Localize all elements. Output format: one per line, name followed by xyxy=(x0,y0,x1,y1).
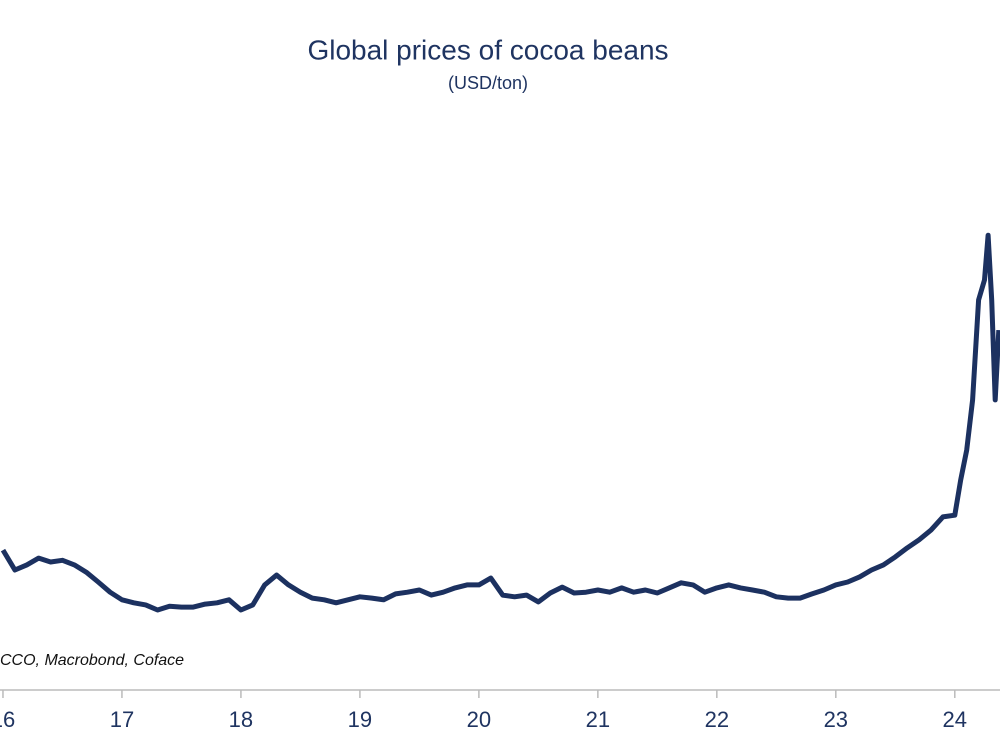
x-tick-label: 18 xyxy=(229,707,253,732)
chart-title: Global prices of cocoa beans xyxy=(307,34,668,65)
x-tick-label: 23 xyxy=(824,707,848,732)
x-tick-label: 19 xyxy=(348,707,372,732)
x-tick-label: 21 xyxy=(586,707,610,732)
price-line xyxy=(0,232,1000,613)
source-note: CCO, Macrobond, Coface xyxy=(0,652,184,669)
x-tick-label: 16 xyxy=(0,707,15,732)
x-tick-label: 24 xyxy=(943,707,967,732)
chart-subtitle: (USD/ton) xyxy=(448,73,528,93)
x-tick-label: 20 xyxy=(467,707,491,732)
x-tick-label: 17 xyxy=(110,707,134,732)
x-tick-label: 22 xyxy=(705,707,729,732)
